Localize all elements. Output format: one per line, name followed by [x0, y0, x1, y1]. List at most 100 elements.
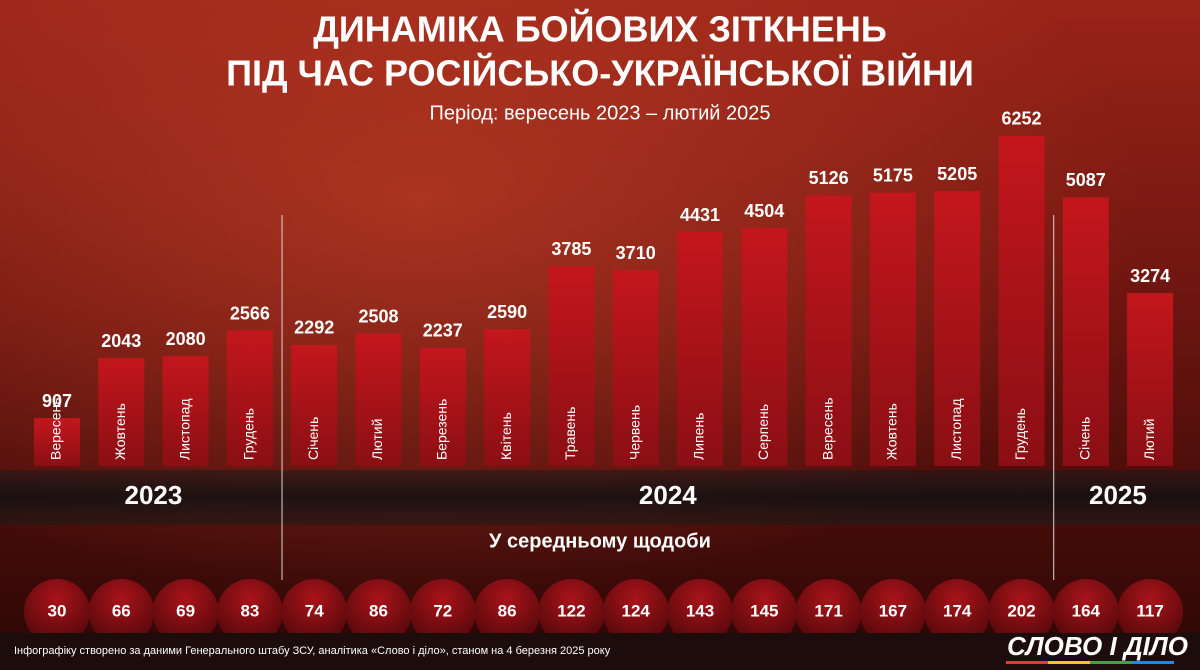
daily-value: 164: [1072, 601, 1101, 620]
value-label: 2080: [166, 329, 206, 349]
chart-title: ДИНАМІКА БОЙОВИХ ЗІТКНЕНЬ: [313, 8, 887, 50]
daily-circle: [1117, 579, 1184, 645]
month-label: Травень: [562, 407, 578, 460]
value-label: 5205: [937, 164, 977, 184]
daily-circle: [88, 579, 155, 645]
month-label: Вересень: [48, 397, 64, 460]
bar: [548, 266, 595, 466]
bar: [934, 191, 981, 466]
bar: [741, 228, 788, 466]
daily-value: 124: [622, 601, 651, 620]
bar: [291, 344, 338, 466]
daily-value: 86: [369, 601, 388, 620]
bar: [98, 358, 145, 466]
bar: [1127, 293, 1174, 466]
bar: [677, 232, 723, 466]
footer-note: Інфографіку створено за даними Генеральн…: [14, 645, 611, 657]
daily-value: 66: [112, 601, 131, 620]
daily-circle: [988, 579, 1055, 645]
daily-value: 202: [1007, 601, 1035, 620]
daily-value: 117: [1136, 601, 1163, 620]
daily-value: 167: [879, 601, 907, 620]
logo-stripe: [1048, 661, 1090, 664]
month-label: Грудень: [1012, 408, 1028, 460]
year-label: 2024: [639, 480, 697, 510]
month-label: Січень: [1077, 417, 1093, 460]
daily-value: 143: [686, 601, 714, 620]
month-label: Жовтень: [884, 403, 900, 460]
month-label: Червень: [626, 405, 642, 460]
value-label: 907: [42, 391, 72, 411]
daily-circle: [602, 579, 669, 645]
value-label: 5126: [809, 168, 849, 188]
daily-circle: [859, 579, 926, 645]
month-label: Лютий: [369, 419, 385, 460]
daily-title: У середньому щодоби: [489, 530, 711, 552]
month-label: Серпень: [755, 404, 771, 460]
value-label: 4504: [744, 201, 784, 221]
daily-value: 86: [498, 601, 517, 620]
daily-value: 74: [305, 601, 324, 620]
year-label: 2025: [1089, 480, 1147, 510]
logo-stripe: [1090, 661, 1132, 664]
daily-circle: [281, 579, 348, 645]
value-label: 2566: [230, 303, 270, 323]
value-label: 6252: [1001, 109, 1041, 129]
bar: [612, 270, 659, 466]
daily-value: 171: [814, 601, 842, 620]
bar: [226, 330, 273, 466]
daily-value: 72: [433, 601, 452, 620]
value-label: 3785: [551, 239, 591, 259]
daily-value: 145: [750, 601, 778, 620]
daily-circle: [538, 579, 605, 645]
bar: [869, 192, 916, 466]
month-label: Березень: [434, 399, 450, 460]
daily-value: 69: [176, 601, 195, 620]
value-label: 2508: [358, 306, 398, 326]
logo: СЛОВО І ДІЛО: [1007, 631, 1188, 661]
daily-value: 122: [557, 601, 585, 620]
daily-circle: [474, 579, 541, 645]
bar: [998, 135, 1045, 466]
year-label: 2023: [125, 480, 183, 510]
daily-value: 174: [943, 601, 972, 620]
daily-circle: [731, 579, 798, 645]
value-label: 4431: [680, 205, 720, 225]
logo-stripe: [1006, 661, 1048, 664]
bar: [34, 418, 80, 466]
bar: [484, 329, 531, 466]
value-label: 2237: [423, 321, 463, 341]
value-label: 2590: [487, 302, 527, 322]
month-label: Грудень: [241, 408, 257, 460]
month-label: Вересень: [819, 397, 835, 460]
value-label: 3274: [1130, 266, 1170, 286]
year-band: [0, 470, 1200, 525]
daily-circle: [667, 579, 733, 645]
logo-stripe: [1132, 661, 1174, 664]
month-label: Жовтень: [112, 403, 128, 460]
daily-circle: [1052, 579, 1119, 645]
bar: [355, 333, 402, 466]
value-label: 3710: [616, 243, 656, 263]
daily-circle: [345, 579, 412, 645]
daily-circle: [409, 579, 476, 645]
bar: [162, 356, 209, 466]
bar: [805, 195, 852, 466]
bar: [1062, 197, 1109, 466]
month-label: Лютий: [1141, 419, 1157, 460]
daily-circle: [24, 579, 90, 645]
daily-value: 83: [240, 601, 259, 620]
value-label: 2292: [294, 318, 334, 338]
footer-bar: [0, 633, 1200, 670]
value-label: 5175: [873, 166, 913, 186]
daily-circle: [924, 579, 991, 645]
daily-circle: [216, 579, 283, 645]
chart-title-line2: ПІД ЧАС РОСІЙСЬКО-УКРАЇНСЬКОЇ ВІЙНИ: [226, 52, 974, 94]
daily-circle: [152, 579, 219, 645]
chart-subtitle: Період: вересень 2023 – лютий 2025: [430, 102, 771, 124]
bar: [419, 347, 466, 466]
value-label: 2043: [101, 331, 141, 351]
month-label: Липень: [691, 413, 707, 460]
daily-value: 30: [48, 601, 67, 620]
